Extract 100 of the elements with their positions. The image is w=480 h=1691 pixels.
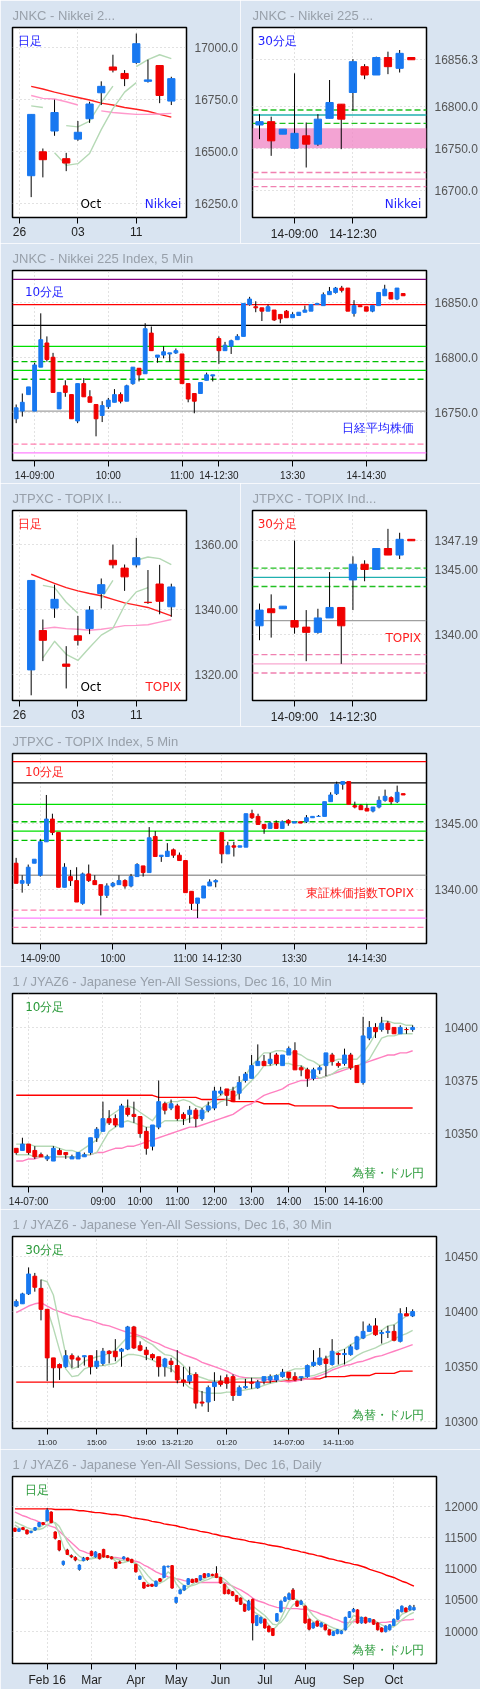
y-tick-label: 16750.0	[434, 405, 479, 420]
y-tick-label: 16856.3	[434, 53, 479, 68]
x-tick-label: 26	[12, 224, 27, 239]
y-tick-label: 10450	[444, 1249, 479, 1264]
x-tick-label: 10:00	[127, 1195, 154, 1207]
x-tick-label: 10:00	[100, 952, 126, 964]
x-tick-label: 14-14:30	[346, 469, 387, 481]
annotation: 30分足	[257, 517, 297, 532]
x-tick-label: 13:00	[239, 1195, 265, 1207]
y-tick-label: 10350	[444, 1360, 479, 1375]
x-tick-label: 15:00	[86, 1437, 108, 1447]
y-tick-label: 10400	[444, 1305, 479, 1320]
y-tick-label: 16750.0	[194, 93, 239, 108]
annotation: 日足	[17, 517, 42, 532]
x-tick-label: Jun	[210, 1672, 231, 1687]
annotation: 10分足	[24, 284, 65, 299]
x-tick-label: 01:20	[216, 1437, 238, 1447]
y-tick-label: 10375	[444, 1073, 479, 1088]
y-tick-label: 1347.19	[434, 534, 479, 549]
chart-title: 1 / JYAZ6 - Japanese Yen-All Sessions, Dec 16, Daily	[12, 1456, 323, 1472]
y-tick-label: 10400	[444, 1020, 479, 1035]
y-tick-label: 16750.0	[434, 141, 479, 156]
x-tick-label: Feb 16	[28, 1672, 67, 1687]
chart-title: 1 / JYAZ6 - Japanese Yen-All Sessions, Dec 16, 10 Min	[12, 973, 332, 989]
chart-title: JTPXC - TOPIX Index, 5 Min	[12, 733, 179, 749]
x-tick-label: 14-07:00	[8, 1195, 49, 1207]
chart-title: 1 / JYAZ6 - Japanese Yen-All Sessions, Dec 16, 30 Min	[12, 1216, 332, 1232]
y-tick-label: 12000	[444, 1499, 479, 1514]
x-tick-label: 14-09:00	[270, 709, 319, 724]
x-tick-label: Aug	[294, 1672, 316, 1687]
y-tick-label: 1340.00	[194, 602, 239, 617]
y-tick-label: 16800.0	[434, 350, 479, 365]
x-tick-label: 03	[71, 707, 85, 722]
chart-title: JNKC - Nikkei 225 ...	[252, 7, 374, 23]
x-tick-label: Jul	[257, 1672, 273, 1687]
annotation: 日足	[17, 34, 42, 49]
y-tick-label: 16500.0	[194, 145, 239, 160]
x-tick-label: 15:00	[313, 1195, 339, 1207]
annotation: 30分足	[25, 1243, 65, 1258]
x-tick-label: 14-12:30	[329, 226, 377, 241]
x-tick-label: Sep	[342, 1672, 365, 1687]
x-tick-label: 14-12:30	[202, 952, 242, 964]
x-tick-label: 11:00	[37, 1437, 58, 1447]
x-tick-label: 11	[130, 224, 143, 239]
x-tick-label: 14:00	[276, 1195, 302, 1207]
x-tick-label: 14-09:00	[270, 226, 319, 241]
chart-title: JNKC - Nikkei 2...	[12, 7, 116, 23]
y-tick-label: 16850.0	[434, 295, 479, 310]
x-tick-label: 12:00	[201, 1195, 228, 1207]
x-tick-label: 26	[12, 707, 27, 722]
y-tick-label: 1345.00	[434, 562, 479, 577]
annotation: 10分足	[24, 765, 65, 780]
annotation: Nikkei	[144, 196, 182, 211]
x-tick-label: 11	[130, 707, 143, 722]
y-tick-label: 1340.00	[434, 883, 479, 898]
x-tick-label: 14-12:30	[329, 709, 377, 724]
x-tick-label: 14-09:00	[14, 469, 55, 481]
y-tick-label: 17000.0	[194, 41, 239, 56]
annotation: Nikkei	[384, 196, 422, 211]
y-tick-label: 16700.0	[434, 183, 479, 198]
y-tick-label: 10300	[444, 1415, 479, 1430]
x-tick-label: 13-21:20	[161, 1437, 194, 1447]
annotation: 10分足	[25, 1000, 65, 1015]
annotation: 日足	[25, 1483, 50, 1498]
x-tick-label: May	[164, 1672, 188, 1687]
x-tick-label: 14-09:00	[20, 952, 61, 964]
chart-title: JTPXC - TOPIX Ind...	[252, 490, 377, 506]
x-tick-label: 11:00	[165, 1195, 190, 1207]
x-tick-label: 11:00	[173, 952, 199, 964]
annotation: 為替・ドル円	[351, 1407, 424, 1422]
annotation: 東証株価指数TOPIX	[306, 885, 415, 900]
y-tick-label: 1360.00	[194, 537, 239, 552]
x-tick-label: Mar	[81, 1672, 102, 1687]
x-tick-label: 19:00	[136, 1437, 157, 1447]
x-tick-label: 14-16:00	[343, 1195, 384, 1207]
annotation: Oct	[80, 679, 102, 694]
x-tick-label: 14-07:00	[272, 1437, 306, 1447]
annotation: 為替・ドル円	[351, 1165, 424, 1180]
annotation: 30分足	[257, 34, 297, 49]
y-tick-label: 1320.00	[194, 667, 239, 682]
y-tick-label: 10000	[444, 1624, 479, 1639]
y-tick-label: 1345.00	[434, 816, 479, 831]
annotation: TOPIX	[144, 679, 182, 694]
y-tick-label: 16250.0	[194, 197, 239, 212]
chart-title: JTPXC - TOPIX I...	[12, 490, 122, 506]
chart-title: JNKC - Nikkei 225 Index, 5 Min	[12, 250, 194, 266]
x-tick-label: 09:00	[90, 1195, 116, 1207]
annotation: 日経平均株価	[342, 420, 415, 435]
annotation: Oct	[80, 196, 102, 211]
y-tick-label: 1340.00	[434, 628, 479, 643]
y-tick-label: 16800.0	[434, 100, 479, 115]
annotation: TOPIX	[384, 630, 422, 645]
x-tick-label: Oct	[384, 1672, 404, 1687]
x-tick-label: 03	[71, 224, 85, 239]
y-tick-label: 11000	[444, 1562, 478, 1577]
x-tick-label: 14-11:00	[322, 1437, 355, 1447]
x-tick-label: 14-14:30	[347, 952, 388, 964]
x-tick-label: 11:00	[169, 469, 195, 481]
x-tick-label: Apr	[126, 1672, 146, 1687]
x-tick-label: 13:30	[280, 469, 306, 481]
